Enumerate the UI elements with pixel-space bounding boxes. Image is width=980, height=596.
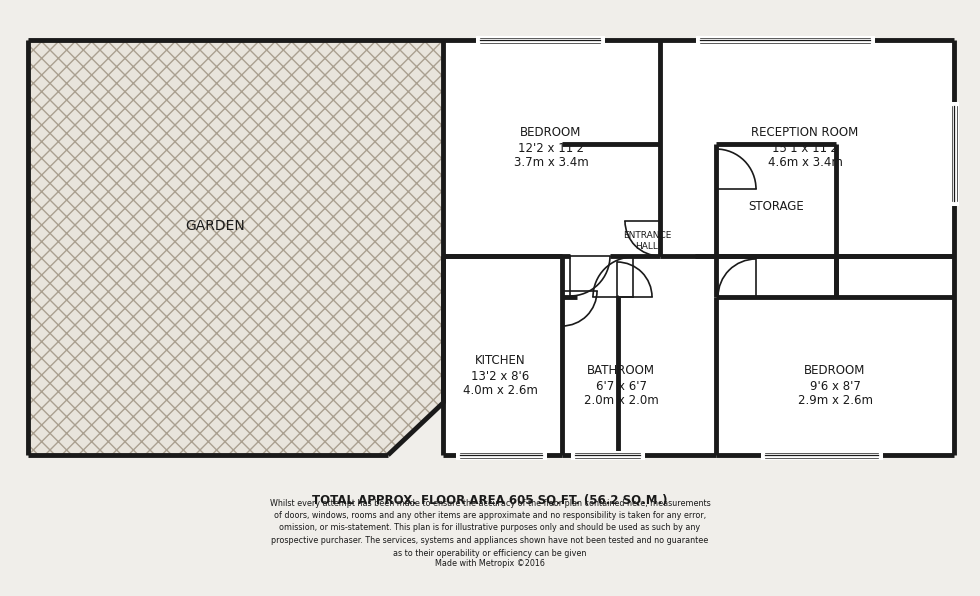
Bar: [660, 144, 716, 256]
Text: KITCHEN
13'2 x 8'6
4.0m x 2.6m: KITCHEN 13'2 x 8'6 4.0m x 2.6m: [463, 355, 537, 398]
Bar: [716, 297, 954, 455]
Text: BEDROOM
9'6 x 8'7
2.9m x 2.6m: BEDROOM 9'6 x 8'7 2.9m x 2.6m: [798, 365, 872, 408]
Bar: [443, 256, 562, 455]
Polygon shape: [28, 40, 443, 455]
Text: ENTRANCE
HALL: ENTRANCE HALL: [623, 231, 671, 251]
Bar: [443, 40, 660, 256]
Bar: [562, 297, 618, 455]
Bar: [716, 144, 836, 297]
Text: TOTAL APPROX. FLOOR AREA 605 SQ.FT. (56.2 SQ.M.): TOTAL APPROX. FLOOR AREA 605 SQ.FT. (56.…: [313, 493, 667, 507]
Text: BEDROOM
12'2 x 11'2
3.7m x 3.4m: BEDROOM 12'2 x 11'2 3.7m x 3.4m: [514, 126, 588, 169]
Bar: [836, 256, 954, 297]
Bar: [618, 297, 716, 455]
Text: STORAGE: STORAGE: [748, 200, 804, 213]
Text: Whilst every attempt has been made to ensure the accuracy of the floor plan cont: Whilst every attempt has been made to en…: [270, 498, 710, 557]
Text: GARDEN: GARDEN: [185, 219, 245, 233]
Text: BATHROOM
6'7 x 6'7
2.0m x 2.0m: BATHROOM 6'7 x 6'7 2.0m x 2.0m: [584, 365, 659, 408]
Bar: [562, 144, 716, 297]
Bar: [660, 40, 954, 256]
Text: RECEPTION ROOM
15'1 x 11'2
4.6m x 3.4m: RECEPTION ROOM 15'1 x 11'2 4.6m x 3.4m: [752, 126, 858, 169]
Text: Made with Metropix ©2016: Made with Metropix ©2016: [435, 560, 545, 569]
